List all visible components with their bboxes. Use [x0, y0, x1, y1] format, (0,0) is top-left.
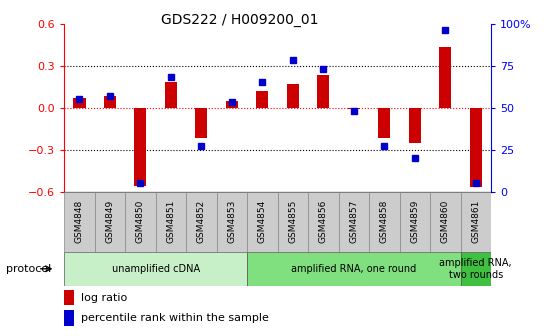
- Bar: [104, 96, 116, 108]
- Bar: [64, 290, 74, 305]
- Bar: [430, 192, 460, 252]
- Bar: [287, 84, 299, 108]
- Bar: [439, 47, 451, 108]
- Bar: [247, 252, 460, 286]
- Bar: [217, 192, 247, 252]
- Text: GSM4848: GSM4848: [75, 200, 84, 243]
- Text: GSM4852: GSM4852: [197, 200, 206, 243]
- Bar: [226, 100, 238, 108]
- Text: unamplified cDNA: unamplified cDNA: [112, 264, 200, 274]
- Text: GSM4858: GSM4858: [380, 200, 389, 244]
- Bar: [247, 192, 277, 252]
- Text: GSM4861: GSM4861: [472, 200, 480, 244]
- Bar: [165, 82, 177, 108]
- Bar: [134, 108, 147, 186]
- Text: amplified RNA,
two rounds: amplified RNA, two rounds: [440, 258, 512, 280]
- Text: GSM4860: GSM4860: [441, 200, 450, 244]
- Bar: [460, 192, 491, 252]
- Text: GSM4854: GSM4854: [258, 200, 267, 243]
- Bar: [278, 192, 308, 252]
- Text: GDS222 / H009200_01: GDS222 / H009200_01: [161, 13, 319, 28]
- Bar: [348, 108, 360, 109]
- Text: protocol: protocol: [6, 264, 51, 274]
- Bar: [369, 192, 400, 252]
- Bar: [195, 108, 208, 138]
- Text: GSM4859: GSM4859: [410, 200, 419, 244]
- Text: log ratio: log ratio: [81, 293, 127, 303]
- Text: GSM4855: GSM4855: [288, 200, 297, 244]
- Bar: [400, 192, 430, 252]
- Text: GSM4849: GSM4849: [105, 200, 114, 243]
- Bar: [256, 91, 268, 108]
- Bar: [95, 192, 125, 252]
- Bar: [64, 192, 95, 252]
- Bar: [460, 252, 491, 286]
- Bar: [125, 192, 156, 252]
- Text: GSM4850: GSM4850: [136, 200, 145, 244]
- Bar: [308, 192, 339, 252]
- Bar: [64, 310, 74, 326]
- Text: GSM4853: GSM4853: [227, 200, 237, 244]
- Bar: [156, 192, 186, 252]
- Bar: [186, 192, 217, 252]
- Bar: [408, 108, 421, 142]
- Bar: [470, 108, 482, 187]
- Bar: [318, 75, 329, 108]
- Text: GSM4856: GSM4856: [319, 200, 328, 244]
- Bar: [73, 98, 85, 108]
- Text: percentile rank within the sample: percentile rank within the sample: [81, 313, 269, 323]
- Bar: [64, 252, 247, 286]
- Bar: [378, 108, 391, 138]
- Text: GSM4851: GSM4851: [166, 200, 175, 244]
- Bar: [339, 192, 369, 252]
- Text: GSM4857: GSM4857: [349, 200, 358, 244]
- Text: amplified RNA, one round: amplified RNA, one round: [291, 264, 416, 274]
